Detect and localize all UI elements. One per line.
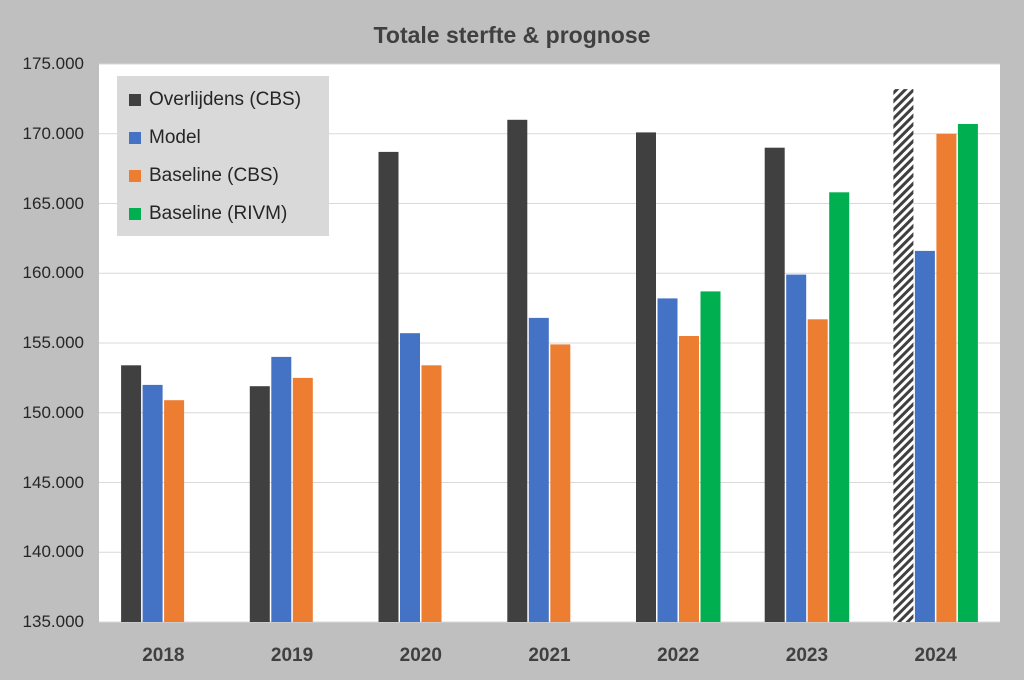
bar-0-2019 bbox=[249, 386, 270, 622]
bar-1-2020 bbox=[400, 333, 420, 622]
legend-swatch bbox=[129, 132, 141, 144]
bar-2-2018 bbox=[164, 400, 185, 622]
bar-1-2018 bbox=[142, 384, 163, 622]
x-tick-label: 2024 bbox=[914, 645, 957, 666]
y-tick-label: 135.000 bbox=[22, 612, 84, 631]
legend-item: Model bbox=[129, 124, 201, 152]
x-tick-label: 2023 bbox=[785, 645, 829, 666]
bar-1-2023 bbox=[786, 274, 807, 622]
bar-1-2019 bbox=[271, 356, 292, 622]
y-tick-label: 145.000 bbox=[22, 472, 84, 492]
bar-1-2021 bbox=[528, 317, 549, 622]
bar-3-2024 bbox=[957, 124, 978, 622]
bar-2-2020 bbox=[421, 365, 442, 622]
bar-0-2021 bbox=[507, 119, 528, 623]
x-tick-label: 2018 bbox=[142, 645, 185, 666]
bar-2-2019 bbox=[292, 377, 313, 622]
bars bbox=[121, 89, 978, 623]
legend-label: Baseline (CBS) bbox=[149, 165, 279, 186]
bar-2-2024 bbox=[936, 133, 957, 623]
legend: Overlijdens (CBS) Model Baseline (CBS) Base… bbox=[117, 76, 329, 236]
legend-swatch bbox=[129, 170, 141, 182]
bar-0-2024 bbox=[893, 89, 914, 623]
x-tick-label: 2020 bbox=[399, 645, 442, 666]
y-tick-label: 170.000 bbox=[22, 123, 84, 143]
x-tick-label: 2021 bbox=[528, 645, 571, 666]
chart-title: Totale sterfte & prognose bbox=[373, 22, 651, 48]
bar-1-2022 bbox=[657, 298, 678, 622]
legend-label: Model bbox=[149, 127, 201, 148]
bar-3-2022 bbox=[700, 291, 721, 622]
bar-3-2023 bbox=[829, 192, 850, 623]
x-tick-label: 2022 bbox=[657, 645, 700, 666]
y-tick-label: 150.000 bbox=[22, 402, 84, 422]
bar-0-2022 bbox=[636, 132, 656, 622]
y-tick-label: 175.000 bbox=[22, 54, 84, 73]
legend-swatch bbox=[129, 208, 141, 220]
bar-0-2018 bbox=[121, 365, 142, 622]
legend-swatch bbox=[129, 94, 141, 106]
y-tick-label: 165.000 bbox=[22, 193, 84, 213]
bar-2-2021 bbox=[550, 344, 571, 622]
legend-item: Baseline (RIVM) bbox=[129, 200, 287, 228]
legend-item: Overlijdens (CBS) bbox=[129, 86, 301, 114]
bar-1-2024 bbox=[914, 250, 935, 622]
legend-item: Baseline (CBS) bbox=[129, 162, 279, 190]
y-tick-label: 160.000 bbox=[22, 263, 84, 283]
bar-2-2022 bbox=[679, 336, 699, 622]
legend-label: Overlijdens (CBS) bbox=[149, 89, 302, 110]
bar-0-2020 bbox=[378, 151, 399, 622]
x-tick-label: 2019 bbox=[270, 645, 314, 666]
y-tick-label: 155.000 bbox=[22, 333, 84, 352]
bar-2-2023 bbox=[807, 319, 828, 622]
bar-0-2023 bbox=[764, 147, 785, 622]
y-tick-label: 140.000 bbox=[22, 542, 84, 562]
legend-label: Baseline (RIVM) bbox=[149, 203, 288, 224]
